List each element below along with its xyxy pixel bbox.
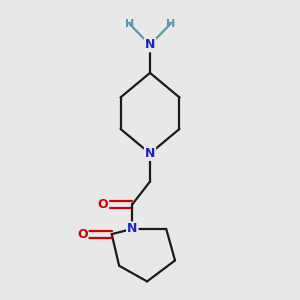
Text: H: H bbox=[166, 19, 175, 29]
Text: N: N bbox=[145, 38, 155, 51]
Text: O: O bbox=[98, 198, 108, 211]
Text: H: H bbox=[125, 19, 134, 29]
Text: N: N bbox=[127, 222, 137, 236]
Text: N: N bbox=[145, 147, 155, 160]
Text: O: O bbox=[77, 228, 88, 241]
